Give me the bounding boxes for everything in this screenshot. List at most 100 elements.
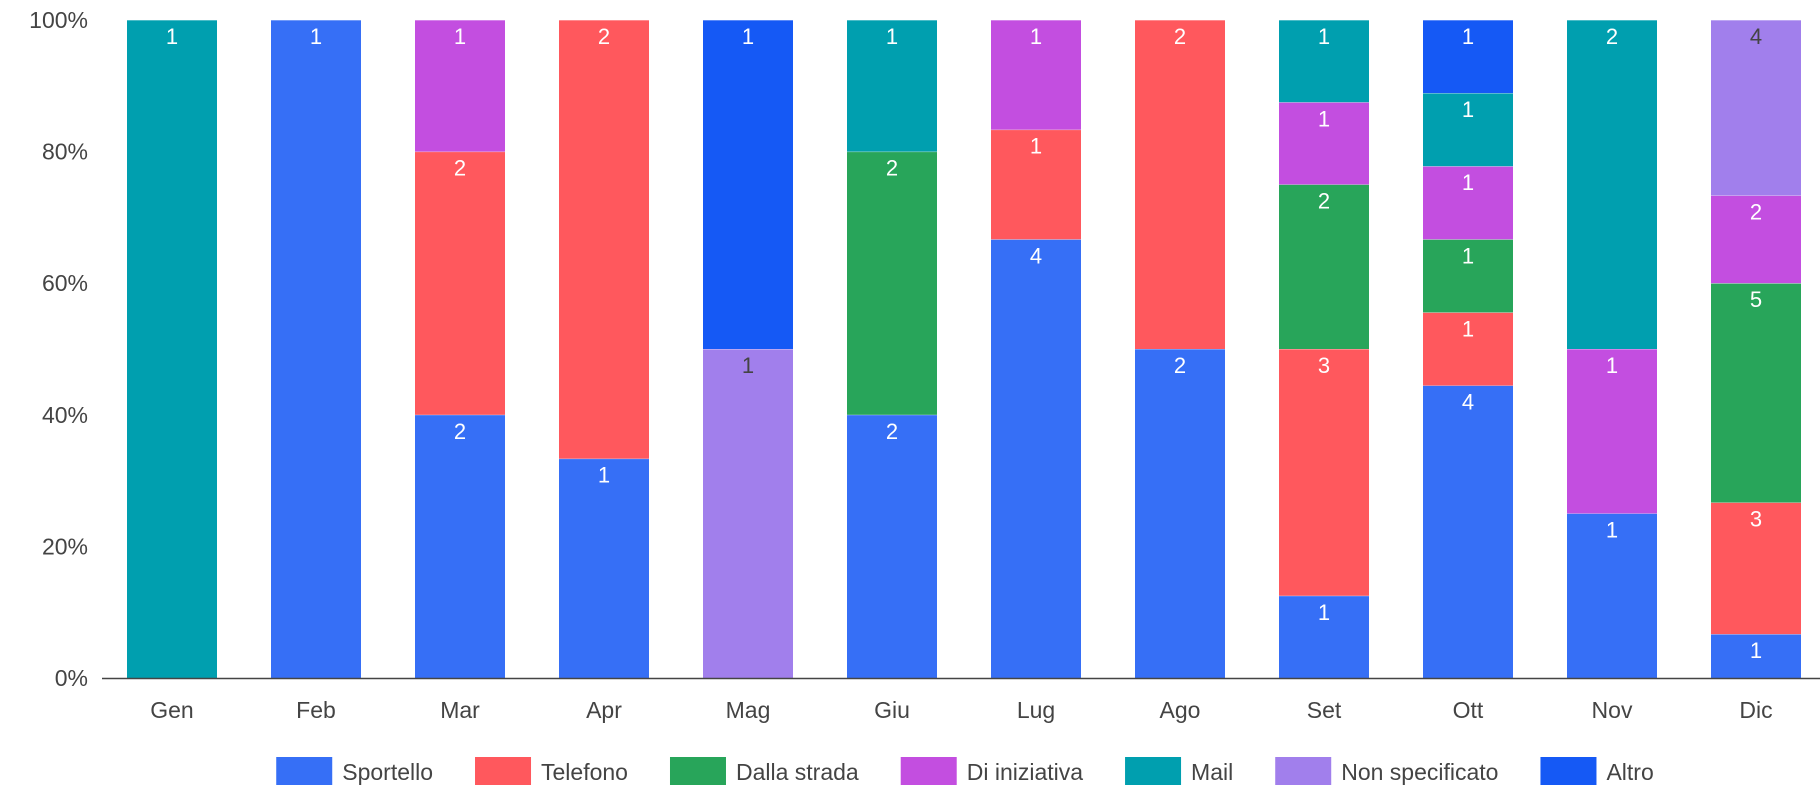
data-label: 1 [1750, 638, 1762, 663]
bar-segment [991, 129, 1081, 240]
data-label: 1 [1318, 600, 1330, 625]
data-label: 1 [166, 24, 178, 49]
bar-segment [1711, 634, 1801, 678]
y-tick-label: 0% [55, 665, 88, 691]
x-tick-label: Mag [726, 697, 771, 723]
data-label: 1 [454, 24, 466, 49]
bar-segment [1711, 502, 1801, 635]
bar-segment [1279, 349, 1369, 596]
legend-item: Dalla strada [669, 757, 859, 785]
data-label: 1 [1030, 134, 1042, 159]
legend-swatch [900, 757, 957, 785]
bar-segment [1279, 184, 1369, 349]
data-label: 4 [1750, 24, 1762, 49]
x-tick-label: Ott [1453, 697, 1484, 723]
bar-segment [1423, 93, 1513, 167]
bar-segment [991, 20, 1081, 130]
legend-swatch [1275, 757, 1332, 785]
y-tick-label: 80% [42, 139, 88, 165]
y-tick-label: 100% [29, 7, 88, 33]
bar-segment [991, 239, 1081, 679]
data-label: 2 [1606, 24, 1618, 49]
bar-segment [1423, 385, 1513, 678]
bar-segment [1711, 195, 1801, 284]
x-tick-label: Set [1307, 697, 1342, 723]
data-label: 2 [1750, 199, 1762, 224]
legend-swatch [1125, 757, 1182, 785]
data-label: 1 [1318, 106, 1330, 131]
bar-segment [1279, 595, 1369, 678]
data-label: 3 [1318, 353, 1330, 378]
bar-segment [415, 414, 505, 678]
x-tick-label: Mar [440, 697, 480, 723]
data-label: 2 [598, 24, 610, 49]
bar-segment [1423, 20, 1513, 94]
bar-segment [703, 20, 793, 349]
data-label: 1 [1462, 316, 1474, 341]
bar-segment [1567, 349, 1657, 514]
data-label: 2 [1174, 353, 1186, 378]
data-label: 4 [1030, 243, 1042, 268]
bar-segment [559, 458, 649, 678]
data-label: 1 [1606, 518, 1618, 543]
bar-segment [1423, 312, 1513, 386]
x-tick-label: Nov [1592, 697, 1633, 723]
legend-swatch [475, 757, 532, 785]
bar-segment [415, 20, 505, 152]
x-tick-label: Feb [296, 697, 336, 723]
bar-segment [415, 151, 505, 415]
legend-label: Mail [1191, 759, 1233, 785]
data-label: 1 [1318, 24, 1330, 49]
bar-segment [127, 20, 217, 678]
data-label: 2 [454, 156, 466, 181]
bar-segment [847, 151, 937, 415]
bar-segment [1135, 349, 1225, 678]
bar-segment [1279, 20, 1369, 103]
legend-label: Non specificato [1341, 759, 1498, 785]
x-tick-label: Giu [874, 697, 910, 723]
data-label: 1 [310, 24, 322, 49]
legend-label: Telefono [541, 759, 628, 785]
bar-segment [1423, 166, 1513, 240]
legend-item: Mail [1125, 757, 1233, 785]
bar-segment [271, 20, 361, 678]
data-label: 5 [1750, 287, 1762, 312]
bar-segment [1567, 513, 1657, 678]
data-label: 1 [1462, 24, 1474, 49]
data-label: 2 [454, 419, 466, 444]
bar-segment [847, 20, 937, 152]
bar-segment [1135, 20, 1225, 349]
x-tick-label: Ago [1160, 697, 1201, 723]
x-tick-label: Lug [1017, 697, 1055, 723]
data-label: 1 [1462, 170, 1474, 195]
legend-item: Altro [1540, 757, 1654, 785]
data-label: 2 [1318, 189, 1330, 214]
bar-segment [1567, 20, 1657, 349]
bar-segment [1279, 102, 1369, 185]
bar-segment [1711, 283, 1801, 503]
legend-swatch [1540, 757, 1597, 785]
data-label: 1 [1030, 24, 1042, 49]
data-label: 2 [886, 156, 898, 181]
y-tick-label: 40% [42, 402, 88, 428]
data-label: 1 [742, 353, 754, 378]
data-label: 1 [1606, 353, 1618, 378]
bar-segment [1423, 239, 1513, 313]
x-tick-label: Gen [150, 697, 193, 723]
data-label: 1 [1462, 243, 1474, 268]
data-label: 4 [1462, 390, 1474, 415]
y-tick-label: 20% [42, 533, 88, 559]
legend-label: Sportello [342, 759, 433, 785]
data-label: 1 [598, 463, 610, 488]
legend-swatch [276, 757, 333, 785]
legend-label: Altro [1606, 759, 1653, 785]
data-label: 3 [1750, 507, 1762, 532]
legend-swatch [669, 757, 726, 785]
legend-label: Di iniziativa [967, 759, 1084, 785]
bar-segment [1711, 20, 1801, 196]
data-label: 1 [886, 24, 898, 49]
legend-item: Sportello [276, 757, 433, 785]
legend-item: Non specificato [1275, 757, 1498, 785]
